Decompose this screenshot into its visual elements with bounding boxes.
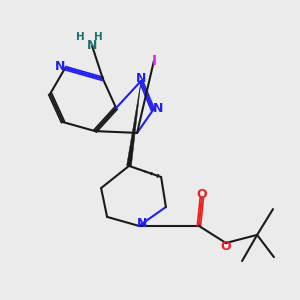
Text: N: N xyxy=(136,71,146,85)
Text: N: N xyxy=(153,102,164,116)
Text: N: N xyxy=(137,217,148,230)
Text: O: O xyxy=(220,240,231,254)
Text: H: H xyxy=(94,32,103,43)
Text: O: O xyxy=(196,188,207,201)
Text: N: N xyxy=(55,60,65,74)
Polygon shape xyxy=(127,81,141,166)
Text: N: N xyxy=(87,39,97,52)
Text: H: H xyxy=(76,32,85,43)
Text: I: I xyxy=(151,54,157,68)
